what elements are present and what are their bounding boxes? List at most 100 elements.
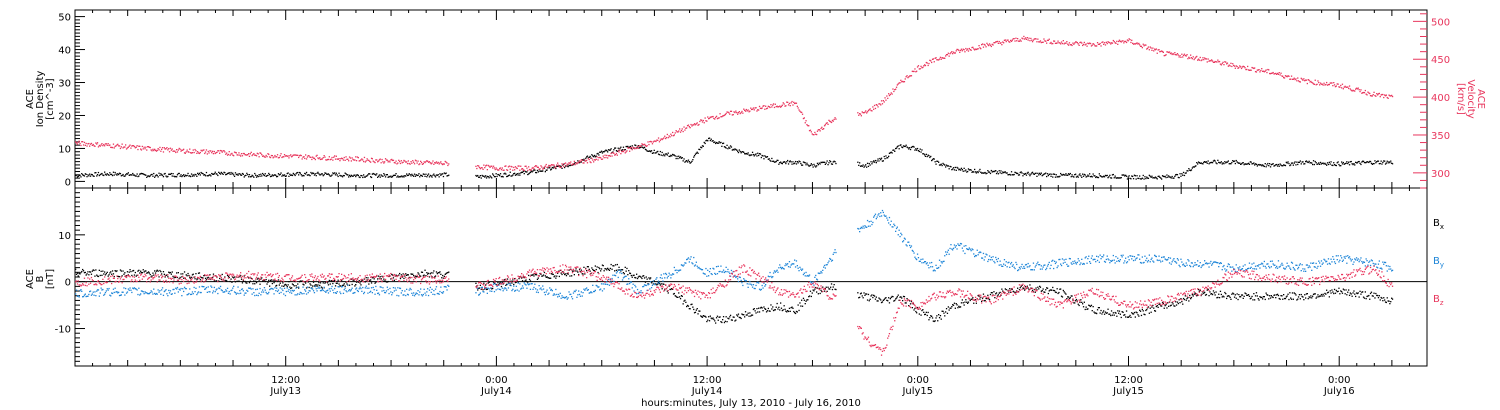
velocity-point <box>1143 45 1145 47</box>
bx-point <box>1205 293 1208 296</box>
density-point <box>118 172 121 174</box>
velocity-point <box>1113 40 1115 43</box>
density-point <box>1285 161 1287 163</box>
bx-point <box>617 269 619 271</box>
velocity-point <box>501 167 503 169</box>
bx-point <box>530 274 532 276</box>
bx-point <box>1254 299 1256 301</box>
density-point <box>1296 161 1298 163</box>
velocity-point <box>476 167 478 170</box>
density-point <box>607 151 609 153</box>
density-point <box>952 168 954 170</box>
density-point <box>983 172 985 174</box>
density-point <box>479 175 481 177</box>
velocity-point <box>1174 52 1176 54</box>
bx-point <box>920 314 922 316</box>
velocity-point <box>1003 39 1006 41</box>
density-point <box>228 172 230 174</box>
density-point <box>1226 161 1228 163</box>
velocity-point <box>232 154 234 156</box>
density-point <box>1043 173 1045 175</box>
bx-point <box>97 275 100 278</box>
velocity-point <box>794 102 797 104</box>
by-point <box>238 292 240 295</box>
bx-point <box>830 286 832 288</box>
bx-point <box>115 270 117 273</box>
bx-point <box>1147 306 1150 308</box>
bx-point <box>1184 295 1186 297</box>
velocity-point <box>355 156 357 158</box>
bx-point <box>82 268 84 271</box>
bx-point <box>638 275 640 277</box>
bx-point <box>1343 289 1345 291</box>
bx-point <box>80 271 82 274</box>
velocity-point <box>1173 53 1175 56</box>
velocity-point <box>1213 61 1215 63</box>
bx-point <box>1374 297 1376 299</box>
bx-point <box>832 286 834 288</box>
density-point <box>767 158 769 160</box>
density-point <box>1292 164 1294 166</box>
by-point <box>233 285 235 287</box>
velocity-point <box>216 151 218 153</box>
velocity-point <box>445 161 447 163</box>
velocity-point <box>1305 79 1307 81</box>
velocity-point <box>649 141 651 143</box>
density-point <box>668 155 670 157</box>
velocity-point <box>286 155 288 157</box>
density-point <box>334 174 337 176</box>
velocity-point <box>1223 64 1225 66</box>
density-point <box>406 173 408 175</box>
velocity-point <box>98 144 100 147</box>
bx-point <box>1058 291 1060 294</box>
bx-point <box>1262 296 1265 298</box>
velocity-point <box>499 167 501 170</box>
velocity-point <box>199 151 201 154</box>
velocity-point <box>413 161 415 163</box>
bx-point <box>785 310 787 312</box>
density-point <box>915 148 917 150</box>
density-point <box>648 150 650 152</box>
density-point <box>720 141 722 144</box>
bx-point <box>515 281 517 283</box>
bx-point <box>555 277 557 279</box>
bx-point <box>327 284 330 286</box>
bx-point <box>1131 312 1133 314</box>
velocity-point <box>577 162 579 164</box>
density-point <box>334 172 336 174</box>
velocity-point <box>176 149 178 151</box>
velocity-point <box>1243 66 1245 68</box>
density-point <box>553 166 555 168</box>
bx-point <box>979 298 981 300</box>
bx-point <box>1234 294 1236 296</box>
bx-point <box>1052 286 1054 289</box>
density-point <box>389 176 391 178</box>
by-point <box>143 293 145 295</box>
bx-point <box>510 280 512 282</box>
velocity-point <box>1272 71 1274 74</box>
velocity-point <box>564 163 566 165</box>
bx-point <box>988 298 991 301</box>
bx-point <box>1204 294 1207 296</box>
density-point <box>532 170 534 172</box>
density-point <box>1101 176 1103 178</box>
velocity-point <box>145 146 147 148</box>
bx-point <box>985 297 987 299</box>
velocity-point <box>187 151 189 153</box>
velocity-point <box>829 120 831 122</box>
bx-point <box>1377 297 1380 299</box>
bx-point <box>545 276 547 278</box>
density-point <box>148 175 150 178</box>
density-point <box>686 160 688 162</box>
bx-point <box>738 316 740 319</box>
bx-point <box>1288 298 1290 301</box>
density-point <box>1062 173 1064 176</box>
velocity-point <box>1182 56 1184 58</box>
bx-point <box>659 284 661 286</box>
density-point <box>1135 178 1137 180</box>
bx-point <box>1304 294 1306 296</box>
bx-point <box>1372 295 1374 297</box>
by-point <box>190 293 192 296</box>
bx-point <box>933 320 935 323</box>
density-point <box>585 157 587 159</box>
